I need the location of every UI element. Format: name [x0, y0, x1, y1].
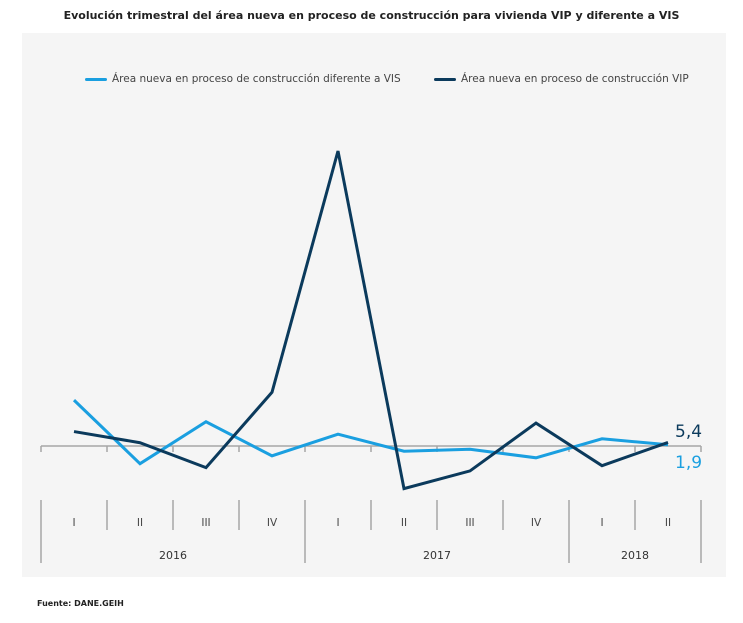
x-tick-label: I — [72, 517, 75, 529]
chart-panel — [22, 33, 726, 577]
x-tick-label: I — [336, 517, 339, 529]
year-label: 2016 — [159, 549, 187, 562]
end-label-vip: 5,4 — [675, 422, 702, 442]
chart-title: Evolución trimestral del área nueva en p… — [63, 9, 680, 22]
source-note: Fuente: DANE.GEIH — [37, 599, 124, 608]
x-tick-label: II — [665, 517, 671, 529]
year-label: 2018 — [621, 549, 649, 562]
legend-swatch-vis — [85, 77, 107, 81]
x-tick-label: IV — [531, 517, 542, 529]
end-label-vis: 1,9 — [675, 453, 702, 473]
series-line-vip — [73, 150, 669, 491]
x-tick-label: III — [465, 517, 474, 529]
series-line-vis — [72, 399, 669, 466]
legend-item-vis: Área nueva en proceso de construcción di… — [85, 73, 401, 85]
x-tick-label: I — [600, 517, 603, 529]
x-tick-label: II — [401, 517, 407, 529]
x-tick-label: IV — [267, 517, 278, 529]
year-label: 2017 — [423, 549, 451, 562]
legend-label-vip: Área nueva en proceso de construcción VI… — [461, 73, 689, 85]
x-tick-label: II — [137, 517, 143, 529]
legend-swatch-vip — [434, 77, 456, 81]
legend-label-vis: Área nueva en proceso de construcción di… — [112, 73, 401, 85]
x-tick-label: III — [201, 517, 210, 529]
legend-item-vip: Área nueva en proceso de construcción VI… — [434, 73, 689, 85]
